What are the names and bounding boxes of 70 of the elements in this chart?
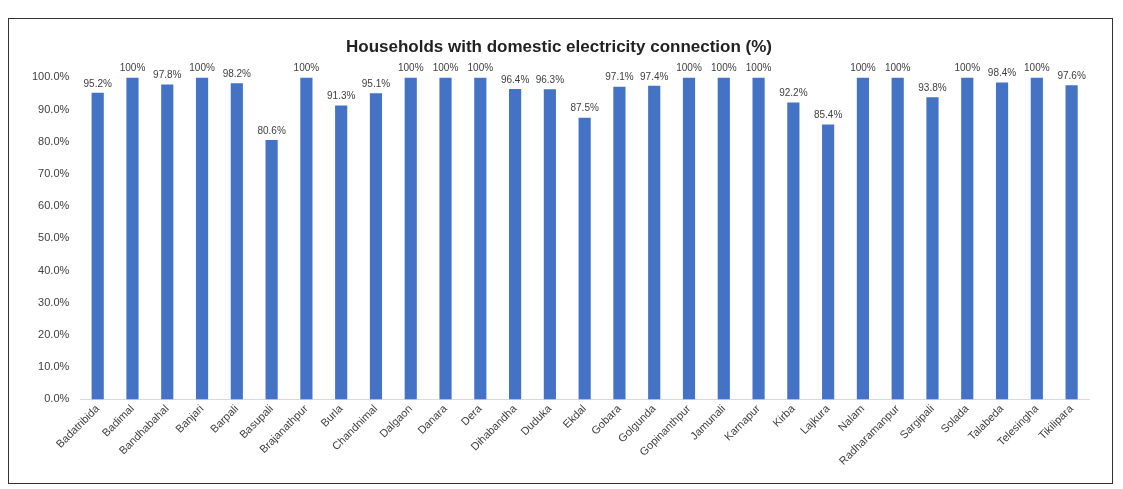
data-label: 95.1% bbox=[361, 77, 391, 89]
data-label: 96.4% bbox=[500, 73, 530, 85]
data-label: 87.5% bbox=[570, 102, 599, 114]
bar bbox=[613, 86, 626, 400]
bar bbox=[543, 89, 556, 400]
bar bbox=[891, 77, 904, 400]
data-label: 100% bbox=[467, 62, 494, 74]
bar bbox=[195, 77, 209, 400]
y-tick-label: 0.0% bbox=[44, 392, 70, 405]
y-tick-label: 90.0% bbox=[38, 102, 70, 115]
data-label: 80.6% bbox=[257, 124, 286, 136]
data-label: 100% bbox=[745, 62, 772, 74]
bar bbox=[856, 77, 869, 400]
bar bbox=[926, 97, 939, 400]
data-label: 100% bbox=[884, 62, 911, 74]
data-label: 100% bbox=[954, 62, 981, 74]
data-label: 95.2% bbox=[83, 77, 112, 89]
data-label: 100% bbox=[1024, 62, 1050, 74]
data-label: 96.3% bbox=[535, 74, 565, 86]
data-label: 91.3% bbox=[327, 90, 356, 102]
bar bbox=[752, 77, 765, 400]
y-tick-label: 10.0% bbox=[38, 360, 70, 373]
bar bbox=[265, 139, 278, 400]
bar bbox=[717, 77, 730, 400]
data-label: 100% bbox=[676, 62, 702, 74]
bar bbox=[578, 117, 591, 400]
bar bbox=[1065, 85, 1078, 400]
data-label: 100% bbox=[397, 62, 424, 74]
data-label: 85.4% bbox=[813, 109, 843, 121]
bar bbox=[1030, 77, 1043, 400]
y-tick-label: 70.0% bbox=[38, 167, 70, 180]
data-label: 100% bbox=[432, 62, 459, 74]
bar bbox=[787, 102, 800, 400]
bar bbox=[474, 77, 487, 400]
y-tick-label: 80.0% bbox=[38, 134, 70, 147]
bar bbox=[91, 92, 104, 400]
y-tick-label: 100.0% bbox=[32, 70, 70, 83]
data-label: 93.8% bbox=[918, 82, 947, 94]
data-label: 98.2% bbox=[222, 67, 252, 79]
data-label: 97.6% bbox=[1057, 69, 1086, 81]
data-label: 100% bbox=[850, 62, 876, 74]
bar bbox=[439, 77, 452, 400]
bar bbox=[404, 77, 417, 400]
data-label: 97.8% bbox=[153, 69, 182, 81]
bar bbox=[369, 93, 383, 400]
bar bbox=[335, 105, 348, 400]
chart-title: Households with domestic electricity connection (%) bbox=[345, 36, 773, 56]
data-label: 100% bbox=[710, 62, 737, 74]
bar bbox=[961, 77, 974, 400]
y-tick-label: 60.0% bbox=[38, 199, 70, 212]
data-label: 97.1% bbox=[605, 71, 634, 83]
y-tick-label: 30.0% bbox=[38, 295, 70, 308]
bar bbox=[300, 77, 313, 400]
data-label: 98.4% bbox=[987, 67, 1017, 79]
y-tick-label: 20.0% bbox=[38, 328, 70, 341]
bar bbox=[230, 83, 243, 400]
data-label: 100% bbox=[293, 62, 320, 74]
bar bbox=[126, 77, 139, 400]
bar bbox=[995, 82, 1009, 400]
data-label: 100% bbox=[119, 62, 146, 74]
bar bbox=[682, 77, 696, 400]
data-label: 92.2% bbox=[779, 87, 808, 99]
bar bbox=[509, 88, 522, 400]
bar bbox=[648, 85, 661, 400]
y-tick-label: 50.0% bbox=[38, 231, 70, 244]
data-label: 97.4% bbox=[640, 70, 669, 82]
bar bbox=[822, 124, 835, 400]
y-tick-label: 40.0% bbox=[38, 263, 70, 276]
data-label: 100% bbox=[189, 62, 215, 74]
bar bbox=[161, 84, 174, 400]
